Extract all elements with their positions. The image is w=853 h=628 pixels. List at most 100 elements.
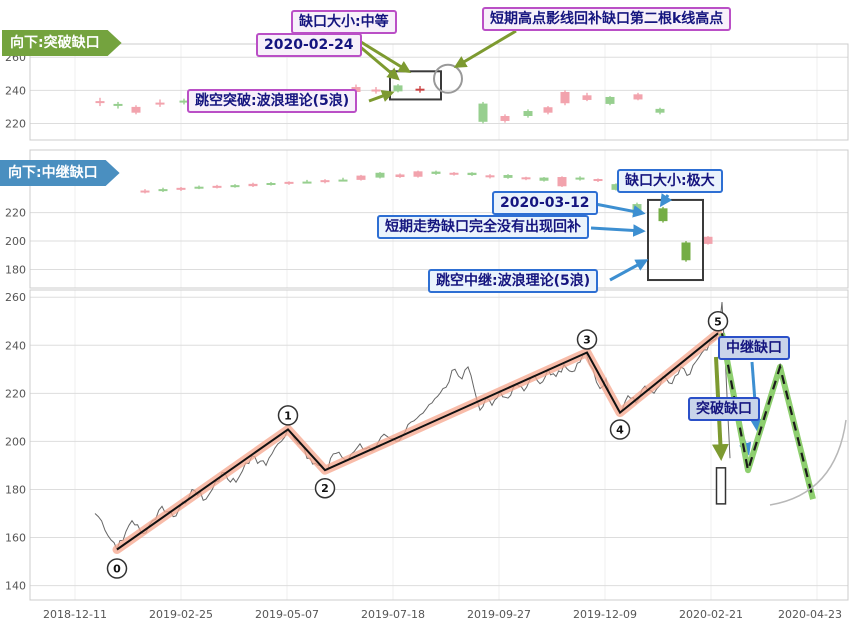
candle-body [633,94,643,100]
candle-body [521,177,531,180]
svg-text:220: 220 [5,387,26,400]
candle-body [523,111,533,116]
svg-text:2018-12-11: 2018-12-11 [43,608,107,621]
svg-text:5: 5 [714,315,722,328]
candle-body [113,103,123,106]
continuation-theory-label: 跳空中继:波浪理论(5浪) [428,269,599,293]
annotation-arrow [453,29,517,68]
svg-text:200: 200 [5,435,26,448]
candle-body [176,187,186,190]
candle-body [375,172,385,178]
candle-body [575,177,585,180]
candle-body [95,101,105,104]
svg-text:140: 140 [5,580,26,593]
candle-body [320,180,330,183]
candle-body [338,179,348,182]
annotation-arrow [589,201,646,218]
candle-body [593,179,603,182]
no-fill-note-label: 短期走势缺口完全没有出现回补 [377,215,589,239]
svg-text:3: 3 [583,333,591,346]
candle-body [582,95,592,100]
continuation-gap-ribbon: 向下:中继缺口 [0,160,120,186]
candle-body [431,171,441,174]
svg-text:2020-02-21: 2020-02-21 [679,608,743,621]
candle-body [478,103,488,122]
candle-body [560,92,570,104]
candle-body [248,183,258,187]
svg-text:160: 160 [5,532,26,545]
annotation-arrow [357,43,400,81]
candle-body [413,171,423,177]
candle-body [140,190,150,193]
candle-body [230,185,240,188]
svg-text:220: 220 [5,117,26,130]
candle-body [467,172,477,176]
candle-body [449,172,459,175]
candle-body [302,181,312,184]
svg-text:1: 1 [284,409,292,422]
gap-size-huge-label: 缺口大小:极大 [617,169,723,193]
wave-number-circle [609,419,631,440]
svg-text:2019-07-18: 2019-07-18 [361,608,425,621]
breakaway-gap-date-label: 2020-02-24 [256,33,362,57]
candle-body [415,88,425,91]
gap-size-medium-label: 缺口大小:中等 [291,10,397,34]
svg-text:180: 180 [5,483,26,496]
candle-body [194,186,204,189]
wave-number-circle [576,329,598,350]
shadow-fill-note-label: 短期高点影线回补缺口第二根k线高点 [482,7,732,31]
svg-text:200: 200 [5,235,26,248]
candle-body [703,236,713,244]
candle-body [539,177,549,181]
gap-rectangle [647,198,704,282]
svg-text:0: 0 [113,563,121,576]
wave-line [116,332,719,551]
annotation-arrow [590,224,646,237]
candle-body [371,89,381,92]
svg-text:220: 220 [5,207,26,220]
svg-text:240: 240 [5,339,26,352]
candle-body [155,102,165,105]
svg-text:260: 260 [5,291,26,304]
svg-text:4: 4 [616,424,624,437]
annotation-arrow [609,259,649,282]
svg-text:180: 180 [5,264,26,277]
continuation-gap-label: 中继缺口 [718,336,790,360]
breakaway-theory-label: 跳空突破:波浪理论(5浪) [187,89,358,113]
svg-text:2019-05-07: 2019-05-07 [255,608,319,621]
price-line [94,301,731,551]
wave-number-circle [277,405,299,426]
white-candle [715,467,727,505]
candle-body [266,183,276,186]
candle-body [543,107,553,113]
guide-arc [769,419,847,506]
candle-body [485,175,495,178]
candle-body [179,100,189,103]
candle-body [557,177,567,187]
svg-text:2019-12-09: 2019-12-09 [573,608,637,621]
svg-text:2020-04-23: 2020-04-23 [778,608,842,621]
wave-number-circle [314,477,336,499]
candle-body [393,85,403,92]
gap-circle [433,63,463,94]
candle-body [655,108,665,113]
candle-body [503,175,513,178]
candle-body [500,116,510,121]
candle-body [605,96,615,104]
gap-rectangle [389,70,442,101]
candle-body [658,208,668,222]
svg-text:240: 240 [5,84,26,97]
breakaway-gap-ribbon: 向下:突破缺口 [2,30,122,56]
candle-body [212,185,222,188]
candle-body [131,106,141,113]
svg-text:2019-02-25: 2019-02-25 [149,608,213,621]
svg-text:2: 2 [321,482,329,495]
wave-number-circle [106,558,128,579]
continuation-gap-date-label: 2020-03-12 [492,191,598,215]
candle-body [395,174,405,178]
panel-border [29,43,849,141]
wave-number-circle [707,311,729,332]
annotation-arrow [368,90,395,103]
annotation-arrow [659,193,673,208]
